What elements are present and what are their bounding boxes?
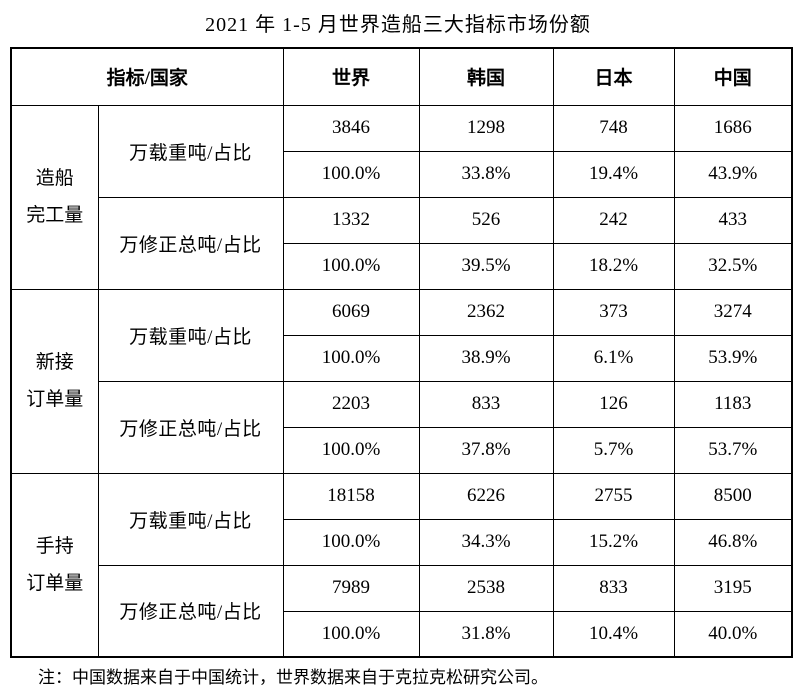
indicators-table: 指标/国家 世界 韩国 日本 中国 造船 完工量 万载重吨/占比 3846 1298 748 16…: [10, 47, 793, 658]
share-cell: 34.3%: [418, 518, 554, 566]
value-cell: 2538: [418, 564, 554, 612]
indicator-cell: 万修正总吨/占比: [97, 196, 284, 290]
value-cell: 6069: [282, 288, 420, 336]
share-cell: 40.0%: [673, 610, 793, 658]
group-label-line: 造船: [35, 168, 74, 189]
group-label-line: 订单量: [26, 572, 84, 594]
share-cell: 100.0%: [282, 150, 420, 198]
table-title: 2021 年 1-5 月世界造船三大指标市场份额: [205, 14, 591, 36]
value-cell: 1298: [418, 104, 554, 152]
table-row: 100.0% 33.8% 19.4% 43.9%: [11, 150, 793, 198]
value-cell: 18158: [282, 472, 420, 520]
value-cell: 3846: [282, 104, 420, 152]
group-label-cell: 手持 订单量: [10, 472, 99, 658]
country-header-cell: 韩国: [418, 47, 554, 106]
share-cell: 5.7%: [552, 426, 675, 474]
table-row: 新接订单量 万载重吨/占比 6069 2362 373 3274: [10, 288, 793, 474]
share-cell: 100.0%: [282, 334, 420, 382]
share-cell: 38.9%: [418, 334, 554, 382]
country-header-cell: 世界: [282, 47, 420, 106]
value-cell: 7989: [282, 564, 420, 612]
table-row: 100.0% 34.3% 15.2% 46.8%: [11, 518, 793, 566]
value-cell: 833: [552, 564, 675, 612]
indicator-cell: 万载重吨/占比: [97, 104, 284, 198]
value-cell: 126: [552, 380, 675, 428]
group-label-line: 订单量: [26, 389, 84, 410]
value-cell: 373: [552, 288, 675, 336]
share-cell: 19.4%: [552, 150, 675, 198]
share-cell: 39.5%: [418, 242, 554, 290]
share-cell: 15.2%: [552, 518, 675, 566]
share-cell: 33.8%: [418, 150, 554, 198]
share-cell: 100.0%: [282, 426, 420, 474]
value-cell: 8500: [673, 472, 793, 520]
value-cell: 1332: [282, 196, 420, 244]
share-cell: 100.0%: [282, 242, 420, 290]
value-cell: 3274: [673, 288, 793, 336]
indicator-cell: 万修正总吨/占比: [97, 380, 284, 474]
footnote: 注：中国数据来自于中国统计，世界数据来自于克拉克松研究公司。: [38, 668, 548, 686]
value-cell: 748: [552, 104, 675, 152]
table-body: 造船 完工量 万载重吨/占比 3846 1298 748 1686 100.0% 33.8% 19…: [10, 104, 793, 658]
value-cell: 1183: [673, 380, 793, 428]
value-cell: 2203: [282, 380, 420, 428]
share-cell: 43.9%: [673, 150, 793, 198]
value-cell: 526: [418, 196, 554, 244]
share-cell: 18.2%: [552, 242, 675, 290]
header-row: 指标/国家 世界 韩国 日本 中国: [10, 47, 793, 106]
value-cell: 6226: [418, 472, 554, 520]
share-cell: 37.8%: [418, 426, 554, 474]
table-row: 万修正总吨/占比 7989 2538 833 3195: [11, 564, 793, 658]
value-cell: 2755: [552, 472, 675, 520]
group-label-line: 完工量: [26, 205, 84, 226]
table-row: 造船完工量 万载重吨/占比 3846 1298 748 1686: [10, 104, 793, 290]
value-cell: 433: [673, 196, 793, 244]
value-cell: 1686: [673, 104, 793, 152]
share-cell: 6.1%: [552, 334, 675, 382]
share-cell: 10.4%: [552, 610, 675, 658]
table-row: 100.0% 31.8% 10.4% 40.0%: [11, 610, 793, 658]
value-cell: 242: [552, 196, 675, 244]
table-row: 100.0% 38.9% 6.1% 53.9%: [11, 334, 793, 382]
share-cell: 53.7%: [673, 426, 793, 474]
table-row: 万修正总吨/占比 1332 526 242 433: [11, 196, 793, 290]
table-row: 100.0% 39.5% 18.2% 32.5%: [11, 242, 793, 290]
value-cell: 3195: [673, 564, 793, 612]
corner-header-cell: 指标/国家: [10, 47, 284, 106]
country-header-cell: 日本: [552, 47, 675, 106]
share-cell: 32.5%: [673, 242, 793, 290]
value-cell: 833: [418, 380, 554, 428]
share-cell: 31.8%: [418, 610, 554, 658]
group-label-cell: 新接 订单量: [10, 288, 99, 474]
table-row: 手持订单量 万载重吨/占比 18158 6226 2755 8500: [10, 472, 793, 658]
group-label-line: 新接: [35, 352, 74, 373]
indicator-cell: 万载重吨/占比: [97, 472, 284, 566]
value-cell: 2362: [418, 288, 554, 336]
group-label-line: 手持: [35, 535, 74, 557]
table-row: 100.0% 37.8% 5.7% 53.7%: [11, 426, 793, 474]
group-label-cell: 造船 完工量: [10, 104, 99, 290]
country-header-cell: 中国: [673, 47, 793, 106]
share-cell: 46.8%: [673, 518, 793, 566]
indicator-cell: 万修正总吨/占比: [97, 564, 284, 658]
share-cell: 100.0%: [282, 518, 420, 566]
indicator-cell: 万载重吨/占比: [97, 288, 284, 382]
share-cell: 53.9%: [673, 334, 793, 382]
table-row: 万修正总吨/占比 2203 833 126 1183: [11, 380, 793, 474]
share-cell: 100.0%: [282, 610, 420, 658]
